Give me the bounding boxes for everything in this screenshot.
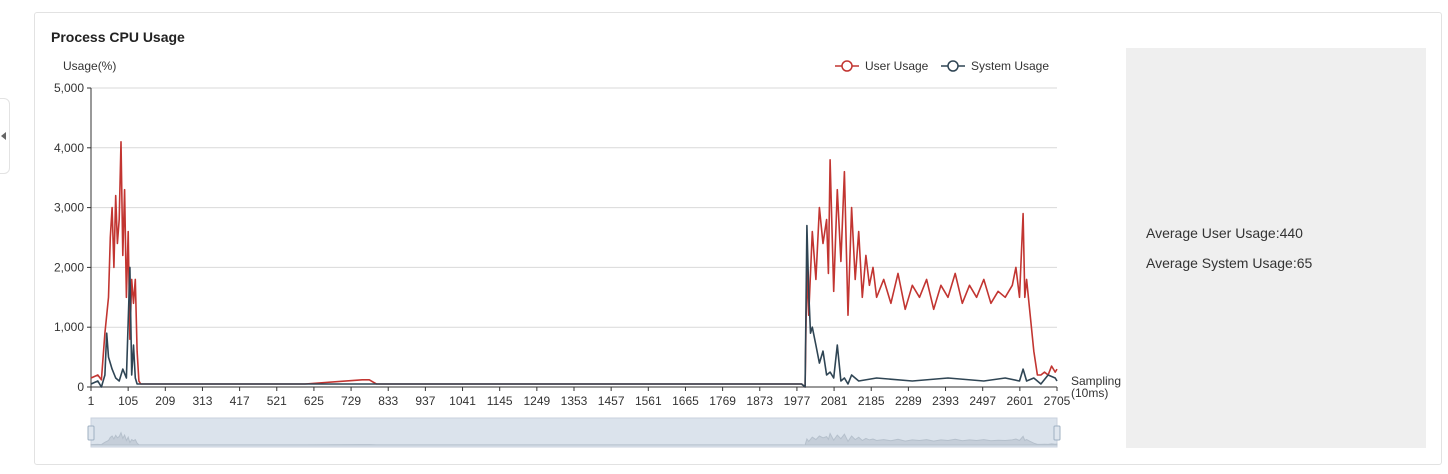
x-axis-label: (10ms) — [1071, 386, 1108, 400]
x-tick-label: 1041 — [449, 394, 476, 408]
x-tick-label: 313 — [192, 394, 212, 408]
x-tick-label: 1353 — [561, 394, 588, 408]
x-tick-label: 1977 — [784, 394, 811, 408]
x-tick-label: 1769 — [709, 394, 736, 408]
y-tick-label: 5,000 — [54, 81, 84, 95]
sidebar-collapse-tab[interactable] — [0, 98, 10, 174]
summary-panel: Average User Usage:440 Average System Us… — [1126, 48, 1426, 448]
x-tick-label: 1 — [88, 394, 95, 408]
x-tick-label: 1145 — [487, 394, 513, 408]
x-tick-label: 2705 — [1044, 394, 1071, 408]
x-tick-label: 209 — [155, 394, 175, 408]
x-tick-label: 2185 — [858, 394, 885, 408]
x-tick-label: 833 — [378, 394, 398, 408]
datazoom-handle-right[interactable] — [1053, 425, 1061, 441]
average-system-usage: Average System Usage:65 — [1146, 255, 1313, 271]
legend-label[interactable]: User Usage — [865, 59, 929, 73]
x-tick-label: 1665 — [672, 394, 699, 408]
legend-label[interactable]: System Usage — [971, 59, 1049, 73]
y-tick-label: 1,000 — [54, 320, 84, 334]
x-tick-label: 417 — [230, 394, 250, 408]
x-tick-label: 729 — [341, 394, 361, 408]
x-tick-label: 2081 — [821, 394, 848, 408]
datazoom-preview-area — [90, 431, 1058, 446]
x-tick-label: 2289 — [895, 394, 922, 408]
x-tick-label: 521 — [267, 394, 287, 408]
system-usage-line — [90, 224, 1058, 388]
x-tick-label: 1457 — [598, 394, 625, 408]
x-tick-label: 1249 — [523, 394, 550, 408]
x-tick-label: 105 — [118, 394, 138, 408]
x-tick-label: 937 — [415, 394, 435, 408]
datazoom-handle-left[interactable] — [87, 425, 95, 441]
chevron-left-icon — [1, 132, 6, 140]
x-tick-label: 2601 — [1006, 394, 1033, 408]
x-axis-label: Sampling — [1071, 374, 1121, 388]
legend-marker[interactable] — [841, 60, 853, 72]
y-tick-label: 3,000 — [54, 201, 84, 215]
y-axis-label: Usage(%) — [63, 59, 116, 73]
y-tick-label: 4,000 — [54, 141, 84, 155]
x-tick-label: 1873 — [746, 394, 773, 408]
x-tick-label: 625 — [304, 394, 324, 408]
average-user-usage: Average User Usage:440 — [1146, 225, 1303, 241]
x-tick-label: 2393 — [932, 394, 959, 408]
card-title: Process CPU Usage — [51, 29, 185, 45]
user-usage-line — [90, 141, 1058, 388]
x-tick-label: 1561 — [635, 394, 662, 408]
y-tick-label: 0 — [77, 380, 84, 394]
y-tick-label: 2,000 — [54, 260, 84, 274]
x-tick-label: 2497 — [969, 394, 996, 408]
legend-marker[interactable] — [947, 60, 959, 72]
